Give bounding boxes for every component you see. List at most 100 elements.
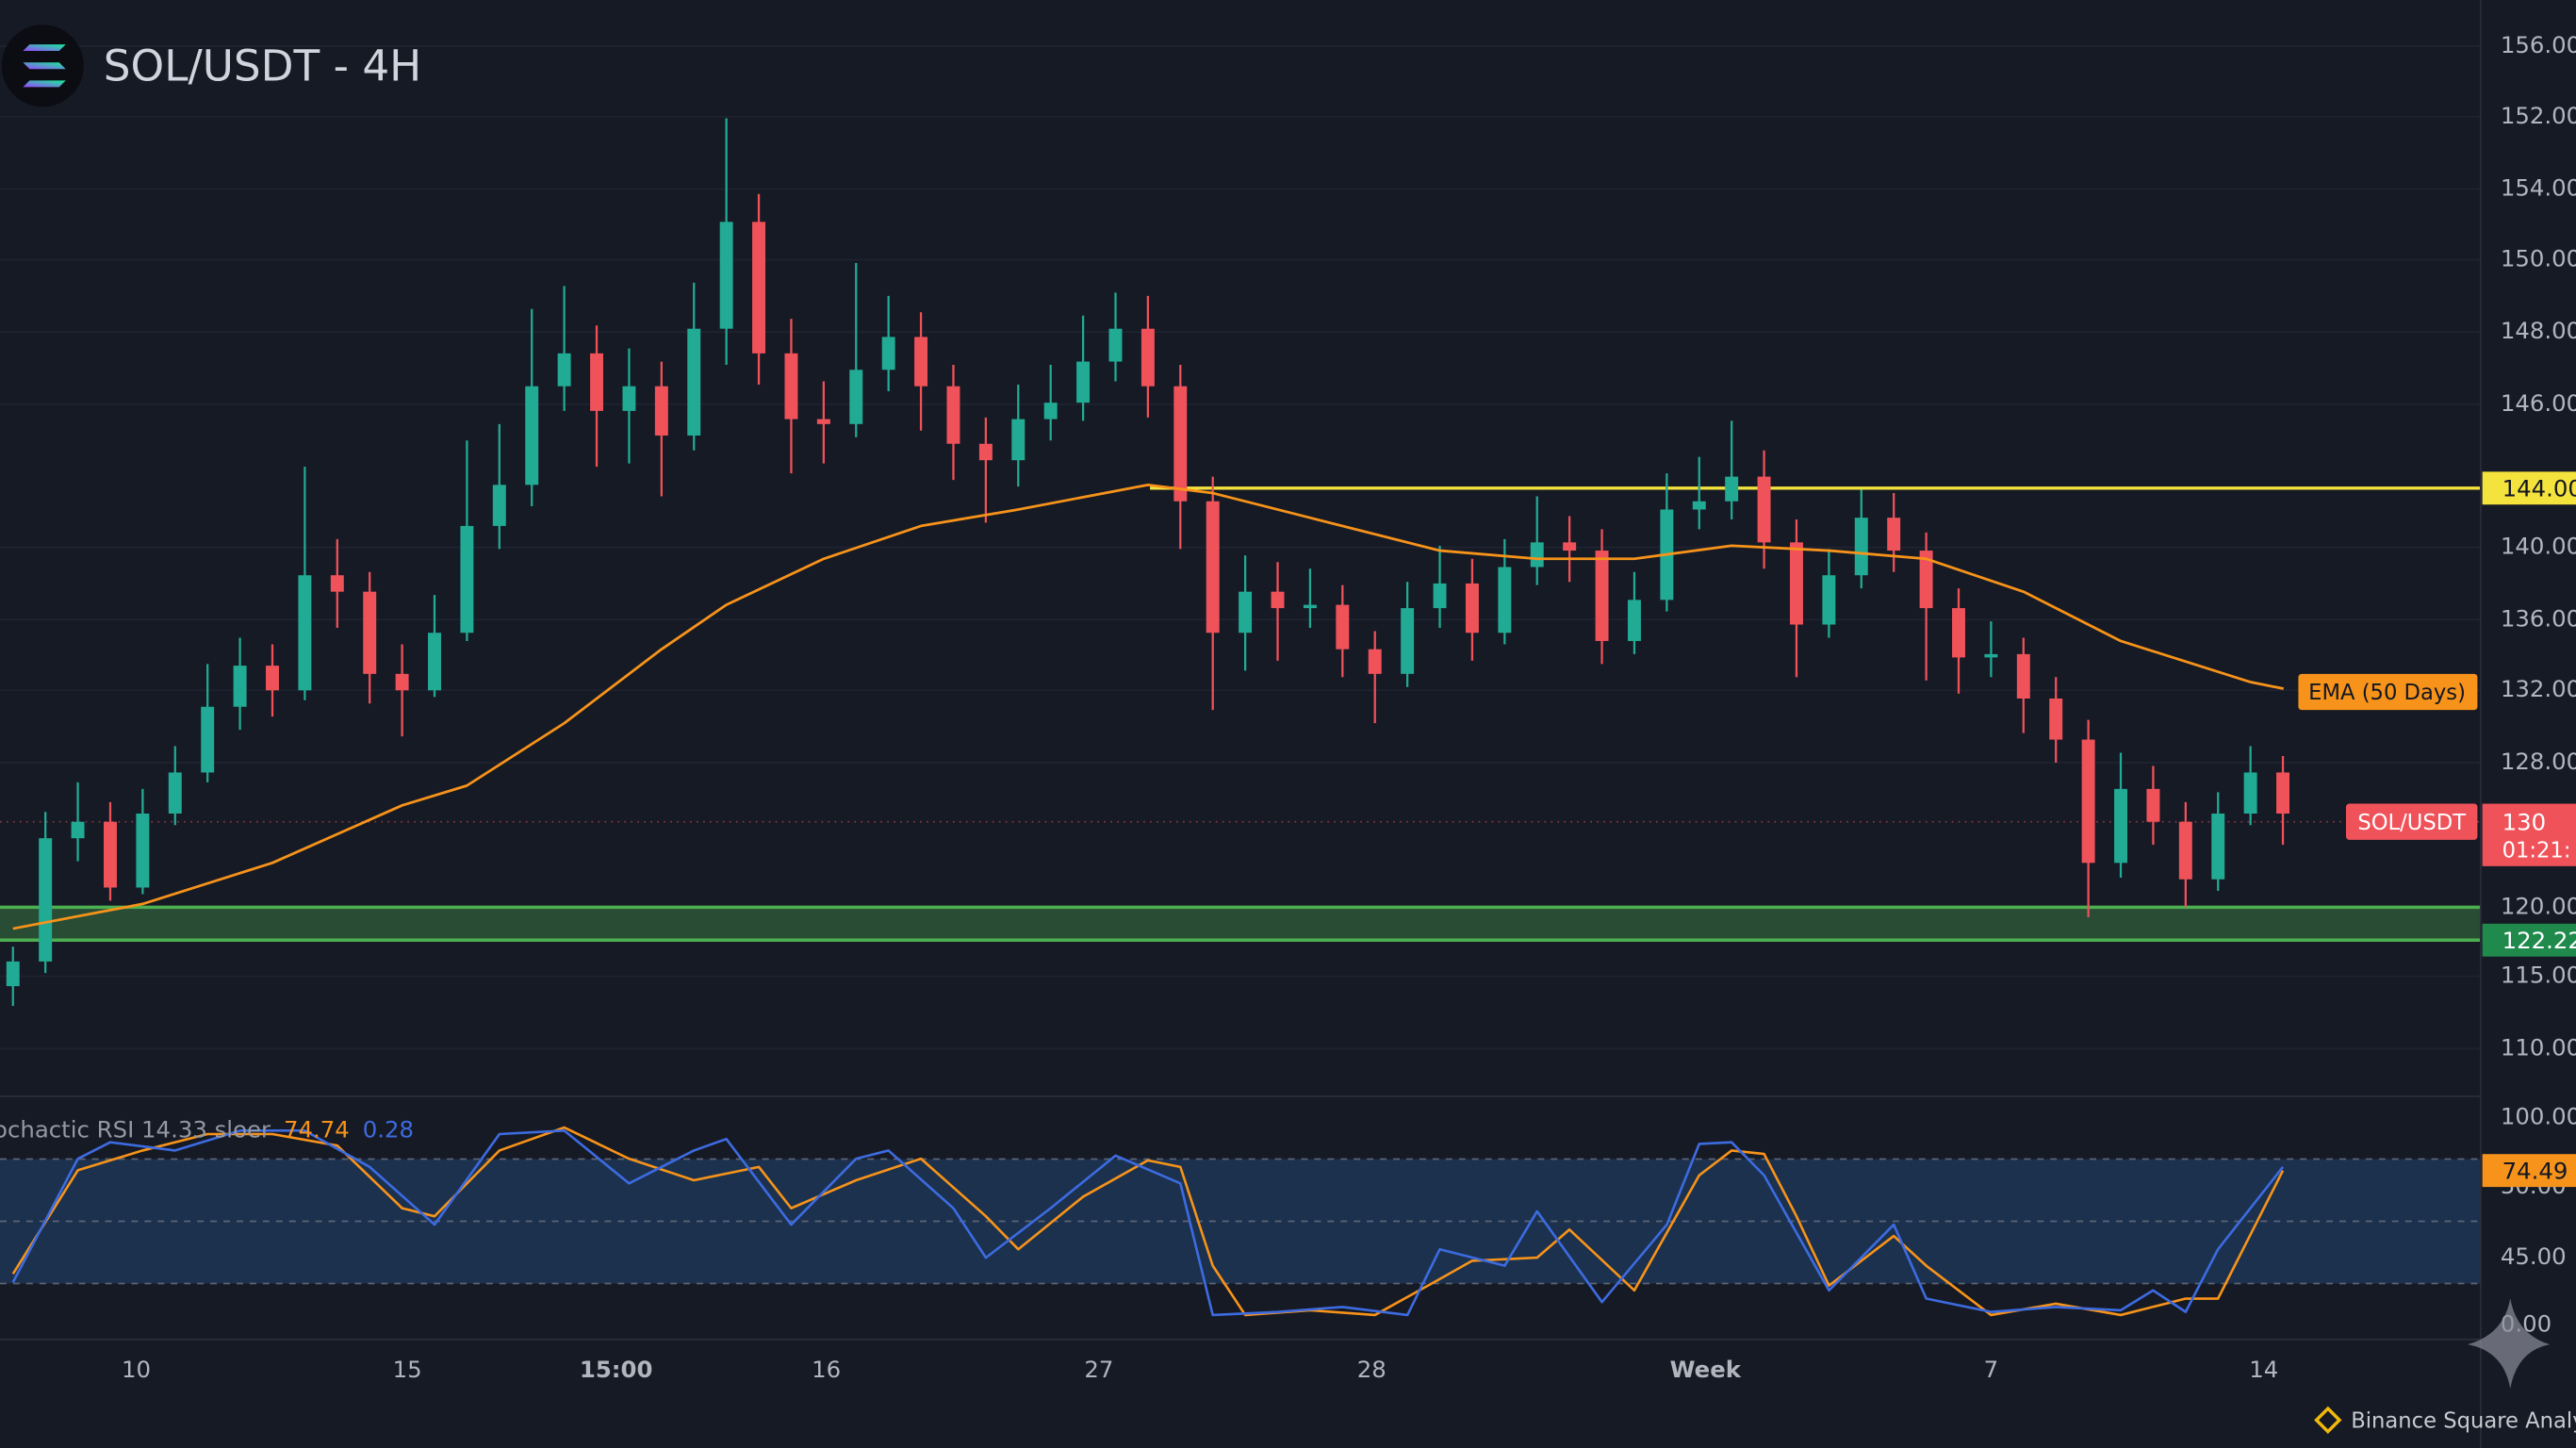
x-tick-label: 14	[2249, 1356, 2278, 1383]
candle-body	[136, 814, 150, 888]
candle-body	[1336, 604, 1350, 650]
candle-body	[2276, 772, 2290, 814]
indicator-title: ochactic RSI 14.33 sloer 74.74 0.28	[0, 1116, 414, 1144]
candle-body	[1790, 542, 1803, 625]
candle-body	[1919, 551, 1933, 609]
candle-body	[492, 485, 506, 526]
candle-body	[2211, 814, 2225, 880]
sparkle-icon	[2467, 1298, 2551, 1390]
candle-body	[201, 706, 215, 773]
value-tag	[2482, 1154, 2576, 1188]
candle-body	[298, 575, 312, 691]
x-tick-label: Week	[1670, 1356, 1742, 1383]
candle-body	[104, 821, 117, 888]
y-tick-label: 156.00	[2501, 31, 2576, 58]
ema-line	[12, 483, 2252, 930]
candle-body	[881, 337, 895, 370]
candle-body	[460, 525, 474, 634]
candle-body	[1076, 361, 1091, 403]
candle-body	[1952, 608, 1965, 658]
candle-body	[1692, 501, 1706, 510]
candle-body	[590, 353, 604, 411]
candle-body	[2081, 739, 2095, 864]
candle-body	[719, 222, 733, 329]
candle-body	[233, 666, 247, 707]
grid	[0, 44, 2481, 1285]
candle-body	[2049, 698, 2063, 740]
candle-body	[2146, 788, 2160, 822]
candle-body	[978, 443, 993, 461]
candle-body	[1854, 518, 1868, 576]
axis-tags: 122.22 144.00 130 01:21: 74.49	[2482, 471, 2576, 1188]
y-tick-label: 115.00	[2501, 962, 2576, 989]
candle-body	[687, 328, 701, 436]
candle-body	[816, 419, 830, 424]
y-tick-label: 146.00	[2501, 389, 2576, 417]
candle-body	[525, 386, 539, 485]
candle-body	[2114, 788, 2127, 864]
candle-body	[1043, 403, 1058, 420]
candle-body	[1271, 591, 1285, 609]
candle-body	[1140, 328, 1155, 387]
candle-body	[1011, 419, 1025, 461]
candle-body	[557, 353, 571, 387]
candle-body	[1725, 476, 1739, 502]
support-zone	[0, 907, 2481, 941]
candle-body	[1173, 386, 1188, 502]
y-tick-label: 100.00	[2501, 1103, 2576, 1130]
candle-body	[1530, 542, 1544, 568]
candle-body	[946, 386, 960, 444]
y-tick-label: 152.00	[2501, 102, 2576, 129]
candle-body	[1303, 604, 1317, 609]
price-countdown: 01:21:	[2502, 839, 2571, 864]
candle-body	[2243, 772, 2257, 814]
level-tag-label: 144.00	[2502, 475, 2576, 502]
y-tick-label: 140.00	[2501, 533, 2576, 560]
ema-tag	[2298, 673, 2478, 711]
candle-body	[1465, 583, 1479, 634]
y-tick-label: 154.00	[2501, 173, 2576, 201]
price-tag	[2482, 803, 2576, 866]
candle-body	[1822, 575, 1836, 625]
y-tick-label: 110.00	[2501, 1033, 2576, 1061]
candle-body	[622, 386, 636, 411]
indicator-name: ochactic RSI 14.33 sloer	[0, 1116, 271, 1144]
zone-layer	[0, 905, 2481, 943]
ema-tag-label: EMA (50 Days)	[2308, 681, 2466, 705]
x-tick-label: 15	[393, 1356, 422, 1383]
plot: SOL/USDT EMA (50 Days)	[0, 118, 2481, 1317]
candle-body	[1433, 583, 1447, 609]
candle-body	[1401, 608, 1415, 674]
watermark: Binance Square Analys	[2314, 1406, 2576, 1435]
candle-body	[1206, 501, 1220, 634]
y-tick-label: 120.00	[2501, 892, 2576, 919]
x-tick-label: 27	[1084, 1356, 1113, 1383]
x-tick-label: 10	[122, 1356, 151, 1383]
price-tag-label: 130	[2502, 808, 2547, 835]
candle-body	[330, 575, 344, 592]
candle-body	[1239, 591, 1253, 634]
candle-body	[1108, 328, 1123, 362]
candle-body	[1984, 653, 1998, 658]
candle-body	[71, 821, 85, 839]
y-tick-label: 45.00	[2501, 1242, 2567, 1270]
x-tick-label: 15:00	[580, 1356, 653, 1383]
candle-body	[1595, 551, 1609, 641]
y-tick-label: 148.00	[2501, 317, 2576, 344]
candle-body	[752, 222, 766, 354]
candle-body	[1887, 518, 1901, 551]
candle-body	[168, 772, 182, 814]
candle-body	[6, 961, 20, 987]
readout: 0.28	[363, 1116, 414, 1144]
y-tick-label: 132.00	[2501, 675, 2576, 702]
readout: 74.74	[284, 1116, 350, 1144]
y-tick-label: 150.00	[2501, 244, 2576, 272]
watermark-text: Binance Square Analys	[2351, 1409, 2576, 1434]
candle-body	[363, 591, 377, 674]
x-tick-label: 16	[812, 1356, 841, 1383]
zone-tag	[2482, 923, 2576, 957]
ema-extension	[2250, 681, 2285, 690]
candle-body	[266, 666, 279, 691]
x-tick-label: 28	[1357, 1356, 1386, 1383]
